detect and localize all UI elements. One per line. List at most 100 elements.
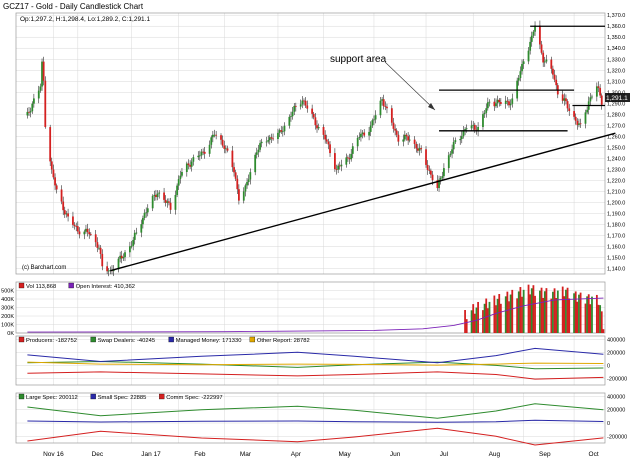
candle (358, 132, 361, 140)
candle (348, 153, 351, 165)
volume-bar (578, 294, 580, 333)
candle-body (338, 165, 341, 167)
volume-bar (555, 298, 558, 333)
candle-body (436, 180, 439, 189)
candle-body (439, 177, 442, 180)
candle-body (499, 102, 502, 104)
candle-body (460, 136, 463, 140)
volume-bar (543, 291, 546, 333)
candle-body (390, 108, 393, 123)
candle (283, 122, 286, 136)
candle-body (156, 193, 159, 198)
candle (189, 160, 191, 170)
candle-body (351, 146, 354, 154)
candle (337, 163, 340, 174)
candle-body (88, 232, 91, 235)
candle (280, 126, 283, 135)
candle-body (361, 132, 364, 134)
volume-bar (485, 298, 488, 333)
legend-swatch (90, 336, 96, 343)
volume-bar (516, 298, 519, 333)
candle-body (41, 61, 43, 87)
candle (146, 204, 149, 217)
candle-body (155, 194, 157, 198)
volume-bar (472, 304, 475, 333)
x-axis-label: Apr (291, 451, 302, 458)
candle (384, 101, 387, 111)
candle-body (221, 139, 224, 146)
volume-bar (584, 303, 587, 333)
small_spec-line (27, 419, 604, 423)
candle-body (117, 258, 120, 270)
candle-body (246, 182, 248, 186)
candle (545, 54, 548, 64)
grid-layer (16, 13, 605, 443)
candle-body (550, 59, 553, 69)
cot-1-tick-label: -200000 (607, 376, 627, 382)
candle-body (55, 185, 58, 190)
candle-body (496, 99, 499, 104)
candle (98, 244, 100, 251)
candle (67, 208, 69, 222)
candle (63, 206, 66, 218)
candle (363, 129, 366, 138)
candle (521, 59, 523, 75)
volume-bar (508, 301, 510, 333)
candle (249, 168, 252, 185)
candle (334, 148, 336, 172)
candle (477, 122, 479, 137)
volume-bar (545, 288, 548, 333)
candle-body (83, 231, 86, 235)
candle (382, 94, 385, 110)
candle-body (464, 128, 466, 131)
candle-body (337, 165, 340, 170)
candle (272, 133, 274, 141)
candle (415, 141, 418, 153)
candle-body (254, 154, 257, 173)
candle (124, 250, 126, 262)
candle (529, 36, 532, 55)
candle (128, 241, 131, 258)
y-tick-labels: 1,370.0 1,360.0 1,350.0 1,340.0 1,330.0 1,320… (1, 13, 627, 440)
candle (568, 104, 571, 116)
candle-body (485, 108, 488, 113)
legend-swatch (249, 336, 256, 343)
candle-body (238, 189, 240, 201)
candle-body (418, 148, 421, 151)
candle (181, 168, 183, 178)
candle-body (94, 234, 97, 243)
legend-swatch (168, 336, 174, 343)
candle (351, 143, 354, 159)
candle-body (42, 61, 45, 81)
volume-bar (521, 296, 523, 333)
candle (75, 222, 78, 232)
candle-body (202, 151, 205, 153)
candle-body (447, 155, 450, 169)
managed_money-line (27, 347, 604, 364)
volume-bar (473, 313, 476, 333)
candle (42, 56, 45, 86)
candle-body (39, 86, 42, 91)
candle (504, 95, 507, 109)
candle-body (290, 116, 292, 118)
candle (83, 229, 86, 240)
price-tick-label: 1,310.0 (607, 79, 625, 85)
candle-body (498, 99, 501, 103)
candle-body (176, 185, 178, 195)
candle-body (181, 172, 183, 176)
volume-tick-label: 500K (1, 289, 14, 295)
legend-swatch (18, 393, 25, 400)
volume-bar (556, 290, 559, 333)
candle (192, 154, 195, 166)
annotation-arrow (384, 61, 436, 111)
candle (381, 96, 383, 106)
volume-bar (509, 294, 512, 333)
candle (436, 175, 439, 191)
volume-tick-label: 0K (7, 331, 14, 337)
candle (293, 103, 296, 116)
candle-body (306, 105, 309, 109)
candle (211, 130, 214, 143)
candle (247, 174, 250, 186)
candle (202, 148, 205, 156)
candle (179, 170, 182, 184)
